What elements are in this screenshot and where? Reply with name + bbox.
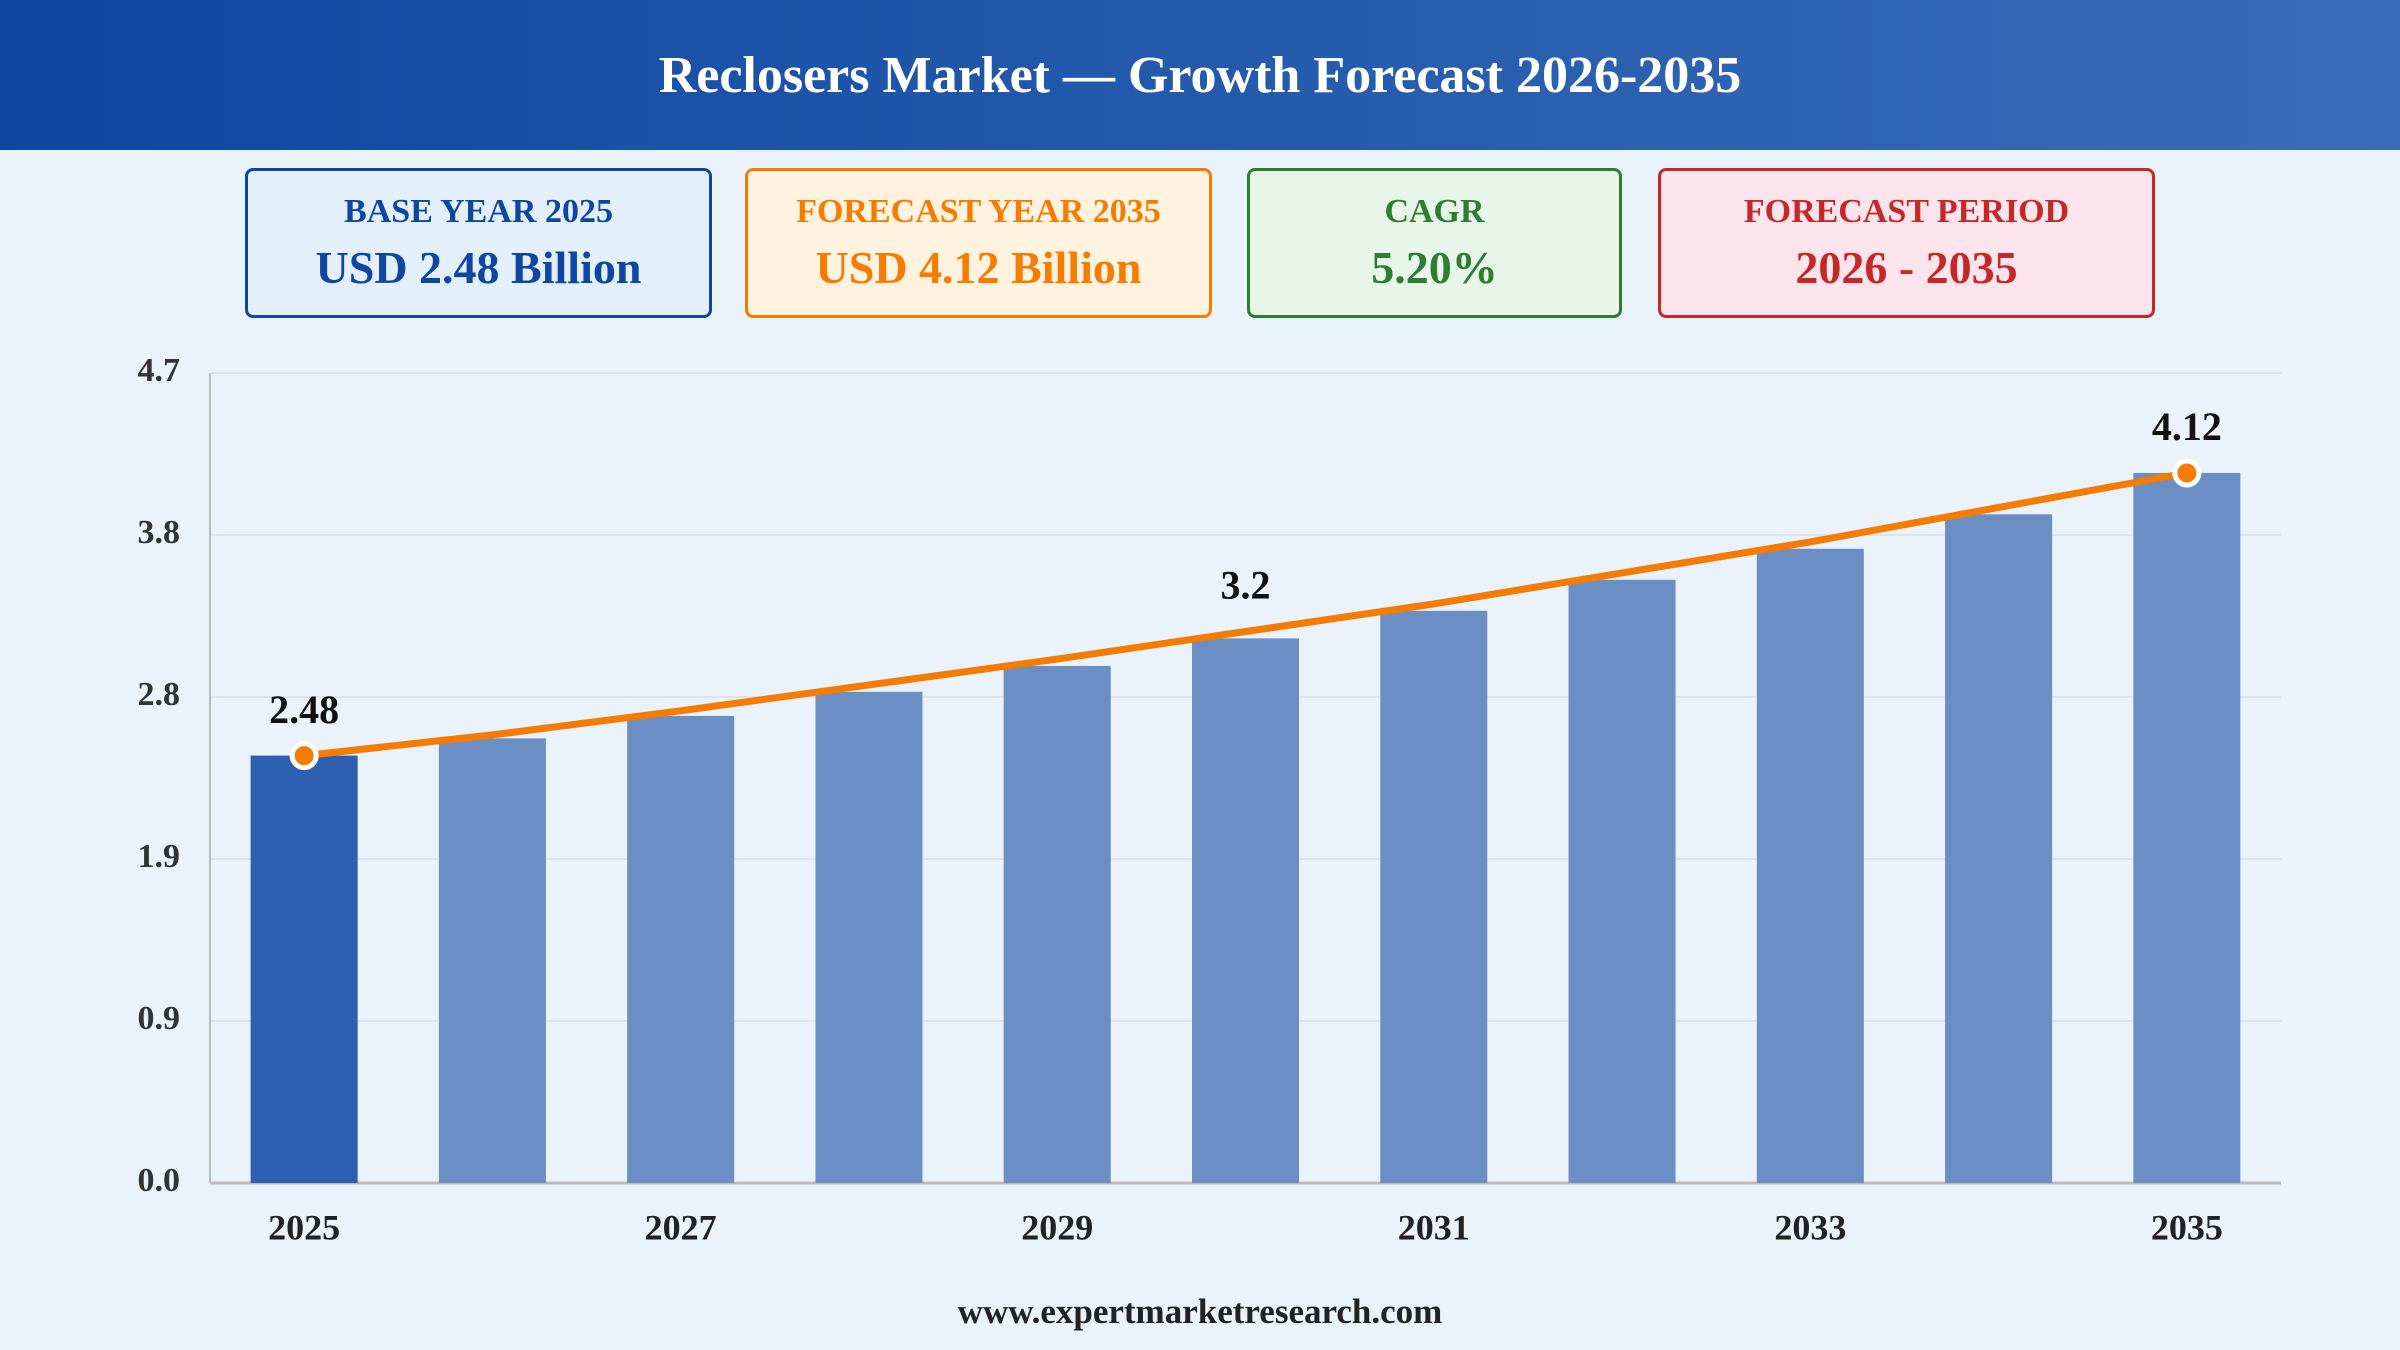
y-tick-label: 2.8 — [138, 676, 181, 713]
kpi-card: CAGR 5.20% — [1247, 168, 1622, 318]
bar — [1568, 579, 1676, 1183]
kpi-value: 5.20% — [1371, 241, 1498, 293]
x-tick-label: 2033 — [1774, 1207, 1846, 1247]
x-tick-label: 2027 — [645, 1207, 717, 1247]
bar — [2133, 472, 2241, 1183]
bar — [1003, 665, 1111, 1183]
x-tick-label: 2029 — [1021, 1207, 1093, 1247]
x-tick-label: 2035 — [2151, 1207, 2223, 1247]
kpi-label: FORECAST PERIOD — [1743, 192, 2070, 230]
bar — [1380, 610, 1488, 1183]
header: Reclosers Market — Growth Forecast 2026-… — [0, 0, 2400, 150]
kpi-value: 2026 - 2035 — [1795, 241, 2018, 293]
kpi-label: BASE YEAR 2025 — [344, 192, 613, 230]
source: www.expertmarketresearch.com — [957, 1292, 1443, 1331]
bar — [1756, 548, 1864, 1183]
y-tick-label: 4.7 — [138, 352, 181, 389]
bar — [815, 691, 923, 1183]
y-tick-label: 0.9 — [138, 1000, 181, 1037]
value-label: 3.2 — [1221, 563, 1271, 608]
y-tick-label: 0.0 — [138, 1162, 181, 1199]
page-title: Reclosers Market — Growth Forecast 2026-… — [658, 46, 1742, 104]
x-tick-label: 2031 — [1398, 1207, 1470, 1247]
value-label: 2.48 — [269, 687, 339, 732]
bar — [250, 755, 358, 1183]
y-tick-label: 3.8 — [138, 514, 181, 551]
kpi-label: FORECAST YEAR 2035 — [796, 192, 1161, 230]
y-tick-label: 1.9 — [138, 838, 181, 875]
bar — [627, 715, 735, 1183]
bar — [1945, 514, 2053, 1183]
kpi-card: FORECAST YEAR 2035 USD 4.12 Billion — [745, 168, 1212, 318]
bar — [438, 738, 546, 1183]
x-tick-label: 2025 — [268, 1207, 340, 1247]
trend-line — [300, 469, 2191, 760]
kpi-label: CAGR — [1384, 192, 1485, 230]
kpi-value: USD 4.12 Billion — [815, 241, 1142, 293]
value-label: 4.12 — [2152, 404, 2222, 449]
line-marker — [2172, 458, 2202, 488]
line-marker — [289, 741, 319, 771]
bar — [1192, 638, 1299, 1183]
kpi-card: BASE YEAR 2025 USD 2.48 Billion — [245, 168, 712, 318]
kpi-card: FORECAST PERIOD 2026 - 2035 — [1658, 168, 2155, 318]
kpi-value: USD 2.48 Billion — [315, 241, 642, 293]
